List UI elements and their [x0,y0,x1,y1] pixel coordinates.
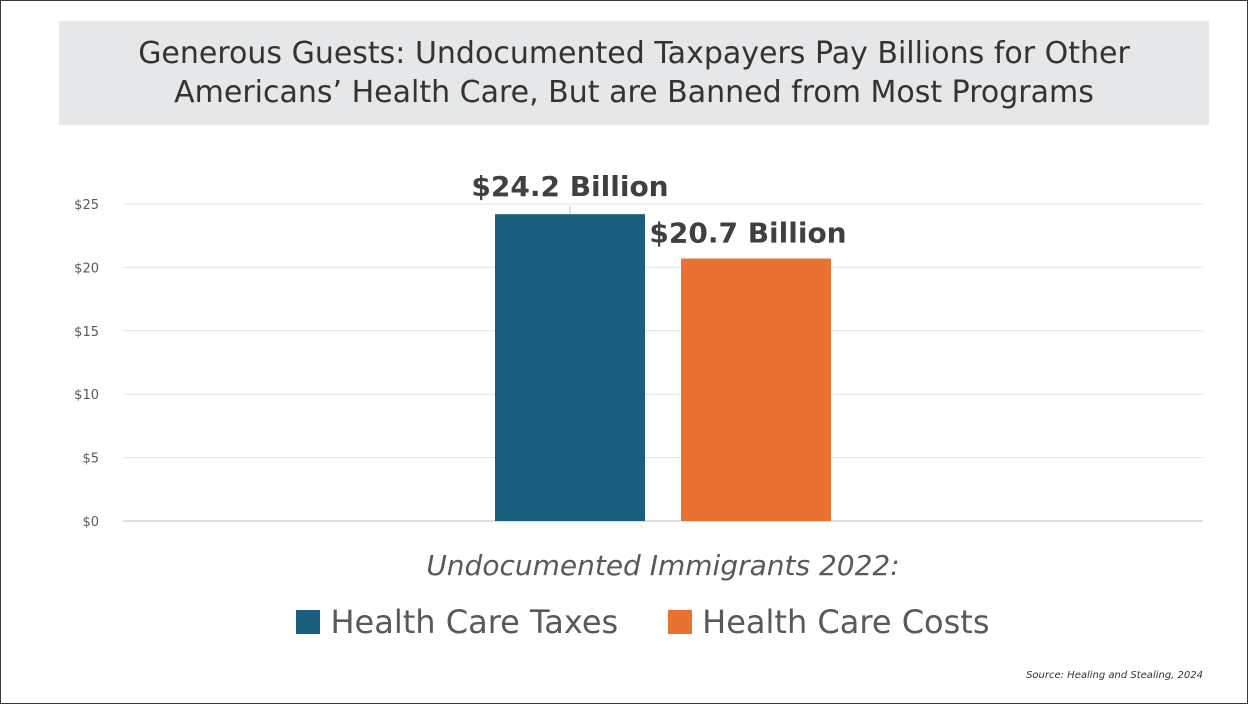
data-label: $24.2 Billion [471,170,668,203]
bar [495,214,645,522]
chart-title: Generous Guests: Undocumented Taxpayers … [138,36,1130,110]
bar-chart: $0 $5 $10 $15 $20 $25 $24.2 Billion $20.7 Billi… [74,170,1203,530]
source-note: Source: Healing and Stealing, 2024 [1026,670,1203,681]
y-tick-label: $20 [74,261,99,276]
legend: Health Care Taxes Health Care Costs [1,603,1248,641]
y-tick-label: $10 [74,388,99,403]
y-tick-label: $0 [82,515,99,530]
legend-label-costs: Health Care Costs [702,603,990,641]
legend-label-taxes: Health Care Taxes [330,603,619,641]
y-tick-label: $15 [74,325,99,340]
category-label: Undocumented Immigrants 2022: [426,549,900,582]
y-tick-label: $25 [74,198,99,213]
data-label: $20.7 Billion [649,217,846,250]
chart-title-box: Generous Guests: Undocumented Taxpayers … [59,21,1209,125]
y-tick-label: $5 [82,452,99,467]
legend-swatch-taxes [296,610,321,634]
bar [681,258,831,521]
legend-item-taxes: Health Care Taxes [296,603,618,641]
legend-item-costs: Health Care Costs [668,603,990,641]
legend-swatch-costs [668,610,693,634]
